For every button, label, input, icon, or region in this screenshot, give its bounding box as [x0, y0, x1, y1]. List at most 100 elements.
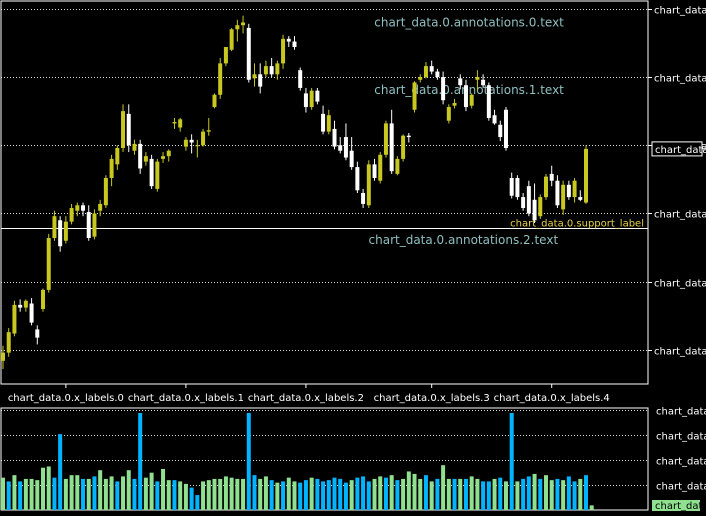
candle-body [69, 208, 74, 222]
candle [366, 160, 371, 209]
candle [538, 194, 543, 219]
volume-bar [69, 475, 74, 510]
x-tick-label: chart_data.0.x_labels.1 [128, 393, 244, 404]
candle-body [423, 66, 428, 78]
volume-bar [18, 481, 23, 510]
candle [275, 60, 280, 80]
candle [286, 36, 291, 48]
volume-bar [132, 478, 137, 510]
candle [584, 145, 588, 204]
volume-bar [435, 478, 440, 510]
candle-body [372, 164, 377, 178]
volume-bar [441, 465, 446, 510]
candle [269, 57, 274, 78]
candle [258, 63, 263, 94]
volume-bar [269, 480, 274, 510]
candle-body [52, 216, 57, 239]
candle [29, 298, 34, 326]
volume-bar [463, 478, 468, 510]
chart-annotation: chart_data.0.annotations.0.text [374, 16, 564, 30]
candle [315, 87, 320, 105]
candle-body [281, 38, 286, 64]
candle-body [561, 184, 566, 210]
volume-bar [121, 476, 126, 510]
candle [475, 70, 480, 91]
candle-body [252, 74, 257, 79]
candle-body [269, 66, 274, 75]
candle-body [258, 74, 263, 87]
candle [281, 34, 286, 69]
candle-body [315, 90, 320, 102]
candle [441, 71, 446, 105]
candle [166, 149, 171, 162]
candle [566, 180, 571, 200]
candle [109, 154, 114, 187]
volume-bar [183, 483, 188, 510]
volume-bar [572, 481, 577, 510]
candle [412, 81, 417, 113]
candle [401, 134, 406, 162]
candle [469, 93, 474, 109]
candle [572, 177, 577, 203]
price-tick-label: chart_data.0.y_tick_labels.4 [654, 74, 706, 85]
volume-bar [475, 478, 480, 510]
volume-bar [321, 481, 326, 510]
volume-bar [355, 477, 360, 510]
volume-bar [509, 412, 514, 510]
candle-body [275, 63, 280, 75]
candle-body [103, 177, 108, 206]
volume-bar [589, 505, 594, 510]
candle-body [155, 161, 160, 189]
volume-tick-label: chart_data.1.y_tick_labels.1 [656, 457, 706, 468]
candle [503, 107, 508, 151]
candle [35, 325, 40, 345]
candle [418, 74, 423, 83]
candle [126, 104, 131, 153]
candle-body [355, 167, 360, 191]
volume-bar [526, 476, 531, 510]
candle [86, 205, 91, 241]
volume-bar [298, 482, 303, 510]
volume-bar [486, 481, 491, 510]
candle-body [481, 79, 486, 86]
candle [155, 158, 160, 192]
candle-body [395, 158, 400, 174]
candle [206, 117, 211, 136]
candle-body [41, 289, 46, 309]
candle [383, 120, 388, 158]
candle [463, 79, 468, 112]
price-tick-label: chart_data.0.y_tick_labels.1 [654, 279, 706, 290]
candle [543, 173, 548, 200]
candle-body [401, 135, 406, 159]
volume-bar [332, 477, 337, 510]
volume-tick-label: chart_data.1.y_tick_labels.3 [656, 407, 706, 418]
candle-body [458, 78, 463, 86]
volume-bar [263, 476, 268, 510]
last-volume-box [652, 500, 700, 511]
candle-body [212, 94, 217, 108]
candle [406, 132, 411, 143]
candle-body [292, 41, 297, 48]
candle [372, 158, 377, 181]
volume-bar [166, 480, 171, 510]
candle-body [29, 303, 34, 323]
candle [18, 299, 23, 312]
candle [263, 60, 268, 78]
volume-bar [406, 471, 411, 510]
candle [303, 87, 308, 113]
volume-bar [115, 481, 120, 510]
volume-bar [58, 434, 63, 510]
volume-bar [138, 412, 143, 510]
x-tick-label: chart_data.0.x_labels.0 [8, 393, 124, 404]
volume-bar [452, 478, 457, 510]
candle-body [206, 130, 211, 132]
candle [332, 120, 337, 150]
candle [532, 183, 537, 224]
candle-body [555, 180, 560, 206]
volume-tick-label: chart_data.1.y_tick_labels.2 [656, 432, 706, 443]
candle-body [218, 63, 223, 95]
candle [526, 180, 531, 217]
volume-bar [429, 481, 434, 510]
candle-body [389, 123, 394, 172]
last-price-label: chart_data.0.last_price_label [655, 145, 706, 156]
